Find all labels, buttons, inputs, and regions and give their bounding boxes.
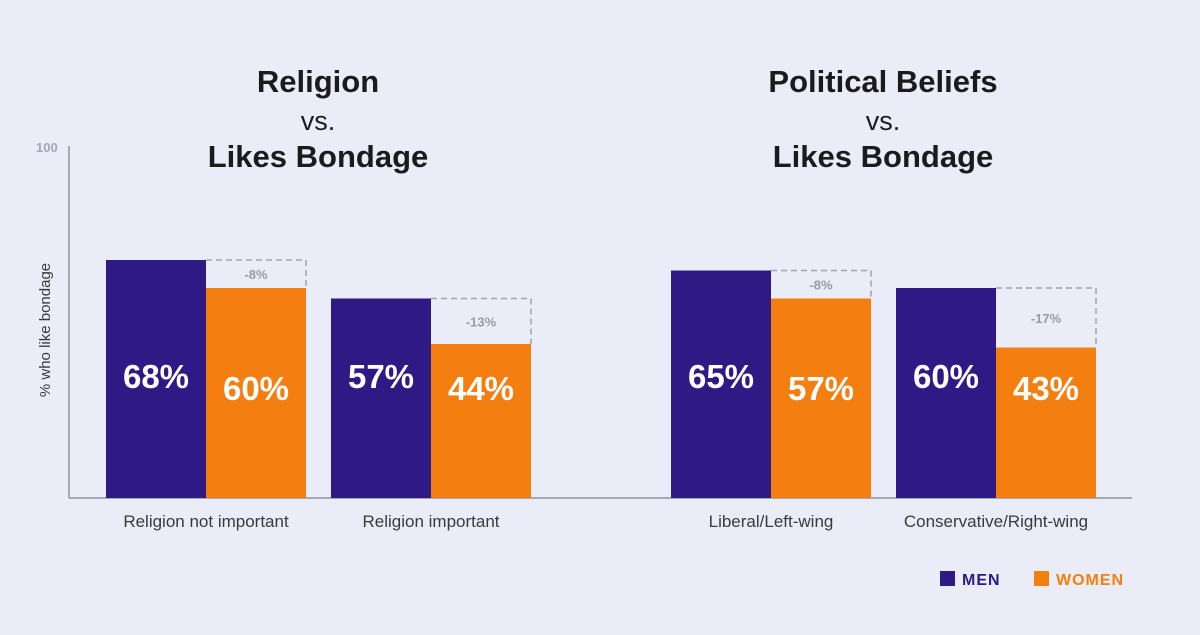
bar-women-value-label: 57% bbox=[788, 370, 854, 407]
difference-label: -8% bbox=[809, 278, 833, 293]
difference-label: -8% bbox=[244, 267, 268, 282]
gap-outline bbox=[206, 259, 307, 288]
bar-women-value-label: 43% bbox=[1013, 370, 1079, 407]
title-line-3: Likes Bondage bbox=[208, 139, 429, 174]
title-line-1: Political Beliefs bbox=[768, 64, 997, 99]
bar-men-value-label: 65% bbox=[688, 358, 754, 395]
gap-outline bbox=[771, 269, 872, 299]
gap-outline bbox=[996, 287, 1097, 348]
bar-group: -13% 57% 44% Religion important bbox=[331, 297, 532, 531]
bar-men bbox=[896, 288, 996, 498]
legend-men-swatch bbox=[940, 571, 955, 586]
bar-men bbox=[106, 260, 206, 498]
bar-men bbox=[331, 298, 431, 498]
category-label: Conservative/Right-wing bbox=[904, 512, 1088, 531]
legend-men-label: MEN bbox=[962, 572, 1001, 589]
category-label: Religion important bbox=[362, 512, 499, 531]
difference-label: -13% bbox=[466, 314, 497, 329]
difference-label: -17% bbox=[1031, 311, 1062, 326]
category-label: Religion not important bbox=[123, 512, 289, 531]
panel-title-religion: Religion vs. Likes Bondage bbox=[208, 64, 429, 174]
bar-group: -8% 65% 57% Liberal/Left-wing bbox=[671, 269, 872, 531]
bar-women bbox=[431, 344, 531, 498]
bar-women-value-label: 60% bbox=[223, 370, 289, 407]
bar-group: -17% 60% 43% Conservative/Right-wing bbox=[896, 287, 1097, 531]
y-axis-label: % who like bondage bbox=[37, 263, 54, 397]
bar-women bbox=[996, 347, 1096, 498]
legend: MEN WOMEN bbox=[940, 571, 1124, 589]
bars-layer: -8% 68% 60% Religion not important -13% 57% 44… bbox=[106, 259, 1097, 531]
bar-men bbox=[671, 270, 771, 498]
title-line-2: vs. bbox=[301, 106, 336, 136]
bar-men-value-label: 60% bbox=[913, 358, 979, 395]
bar-men-value-label: 68% bbox=[123, 358, 189, 395]
bar-women-value-label: 44% bbox=[448, 370, 514, 407]
title-line-3: Likes Bondage bbox=[773, 139, 994, 174]
title-line-2: vs. bbox=[866, 106, 901, 136]
gap-outline bbox=[431, 297, 532, 344]
bar-group: -8% 68% 60% Religion not important bbox=[106, 259, 307, 531]
bar-women bbox=[771, 298, 871, 498]
category-label: Liberal/Left-wing bbox=[709, 512, 834, 531]
legend-women-swatch bbox=[1034, 571, 1049, 586]
bar-women bbox=[206, 288, 306, 498]
y-axis-max-tick: 100 bbox=[36, 140, 58, 155]
bar-men-value-label: 57% bbox=[348, 358, 414, 395]
legend-women-label: WOMEN bbox=[1056, 572, 1124, 589]
title-line-1: Religion bbox=[257, 64, 379, 99]
panel-title-political: Political Beliefs vs. Likes Bondage bbox=[768, 64, 997, 174]
